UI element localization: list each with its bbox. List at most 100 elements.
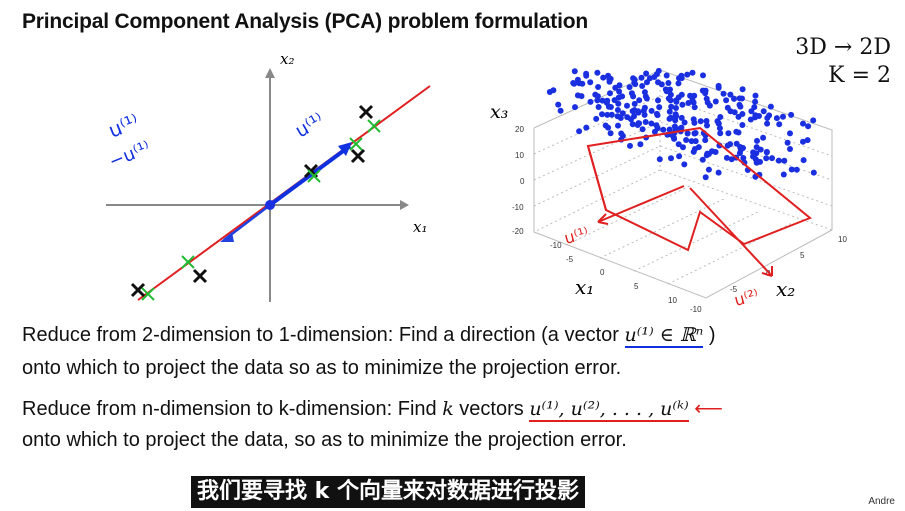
scatter-dot — [640, 107, 647, 114]
scatter-dot — [572, 104, 578, 111]
scatter-dot — [733, 128, 740, 135]
scatter-dot — [648, 107, 655, 114]
scatter-dot — [753, 159, 760, 166]
scatter-dot — [615, 122, 621, 129]
scatter-dot — [673, 97, 680, 104]
scatter-dot — [712, 98, 719, 105]
line3-mid: vectors — [459, 398, 524, 420]
scatter-dot — [800, 138, 806, 145]
scatter-dot — [635, 108, 642, 115]
scatter-dot — [800, 120, 806, 127]
z-tick: -20 — [512, 227, 524, 236]
scatter-dot — [644, 79, 650, 86]
scatter-dot — [678, 114, 685, 121]
scatter-dot — [602, 122, 609, 129]
scatter-dot — [667, 97, 674, 104]
scatter-dot — [571, 68, 578, 75]
plot-2d: x₁ x₂ u⁽¹⁾ u⁽¹⁾ −u⁽¹⁾ — [105, 50, 431, 302]
projected-point — [181, 255, 195, 269]
scatter-dot — [653, 122, 660, 129]
scatter-dot — [702, 174, 709, 181]
scatter-dot — [720, 90, 727, 97]
scatter-dot — [587, 79, 594, 86]
scatter-dot — [760, 134, 767, 141]
scatter-dot — [700, 72, 706, 79]
scatter-dot — [705, 151, 712, 157]
scatter-dot — [612, 84, 619, 91]
u1-annotation-left: u⁽¹⁾ — [105, 109, 142, 143]
x-ticks: -10 -5 0 5 10 — [550, 241, 677, 305]
scatter-dot — [655, 79, 661, 86]
plot-3d: x₃ 20 10 0 -10 -20 -10 -5 0 5 10 -10 -5 … — [490, 67, 847, 314]
scatter-dot — [703, 95, 710, 102]
scatter-dot — [583, 72, 590, 79]
scatter-dot — [787, 130, 793, 137]
scatter-dot — [781, 157, 788, 164]
x-tick: 10 — [668, 296, 677, 305]
scatter-dot — [627, 142, 633, 149]
scatter-dot — [788, 166, 795, 173]
scatter-dot — [689, 69, 696, 76]
x-tick: 0 — [600, 268, 605, 277]
origin-dot — [265, 200, 275, 210]
scatter-dot — [681, 119, 688, 126]
scatter-dot — [546, 89, 553, 95]
dimension-note-line2: K = 2 — [828, 63, 891, 88]
scatter-dot — [595, 84, 602, 90]
scatter-dots — [546, 67, 817, 181]
x2-axis-arrow — [265, 68, 275, 78]
projected-point — [307, 169, 321, 183]
scatter-dot — [614, 107, 621, 113]
scatter-dot — [715, 169, 722, 176]
scatter-dot — [616, 88, 623, 95]
scatter-dot — [629, 121, 636, 128]
figures: x₁ x₂ u⁽¹⁾ u⁽¹⁾ −u⁽¹⁾ — [105, 50, 848, 314]
scatter-dot — [766, 112, 773, 119]
u2-vector-3d — [689, 187, 773, 277]
scatter-dot — [737, 144, 744, 150]
text-line-4: onto which to project the data, so as to… — [22, 429, 627, 451]
scatter-dot — [760, 108, 767, 115]
scatter-dot — [615, 100, 622, 107]
scatter-dot — [740, 155, 747, 161]
scatter-dot — [737, 103, 744, 110]
z-tick: 20 — [515, 125, 524, 134]
scatter-dot — [638, 74, 645, 81]
scatter-dot — [630, 107, 637, 114]
scatter-dot — [600, 74, 607, 81]
scatter-dot — [594, 97, 601, 104]
y-tick: -10 — [690, 305, 702, 314]
line3-prefix: Reduce from n-dimension to k-dimension: … — [22, 398, 437, 420]
scatter-dot — [606, 75, 613, 82]
scatter-dot — [599, 97, 606, 104]
x-tick: 5 — [634, 282, 639, 291]
scatter-dot — [648, 120, 655, 127]
scatter-dot — [587, 98, 594, 105]
red-arrow-icon: ⟵ — [694, 398, 723, 420]
neg-u1-arrowhead — [220, 232, 234, 242]
scatter-dot — [643, 95, 650, 102]
scatter-dot — [787, 146, 793, 152]
x1-axis-arrow — [400, 200, 409, 210]
data-point — [192, 268, 208, 284]
text-line-2: onto which to project the data so as to … — [22, 357, 622, 379]
scatter-dot — [684, 71, 691, 78]
z-tick: 0 — [520, 177, 525, 186]
scatter-dot — [793, 166, 800, 173]
z-tick: 10 — [515, 151, 524, 160]
scatter-dot — [697, 118, 704, 125]
u1-vector — [268, 144, 352, 207]
scatter-dot — [639, 126, 646, 133]
scatter-dot — [685, 100, 692, 106]
scatter-dot — [715, 82, 722, 89]
scatter-dot — [594, 69, 601, 76]
x1-3d-label: x₁ — [575, 275, 594, 299]
u1-vector-3d — [597, 185, 685, 223]
scatter-dot — [723, 97, 730, 104]
line1-math: u⁽¹⁾ ∈ ℝⁿ — [624, 324, 704, 348]
scatter-dot — [666, 108, 673, 115]
x-tick: -10 — [550, 241, 562, 250]
scatter-dot — [666, 126, 673, 133]
scatter-dot — [673, 113, 680, 119]
scatter-dot — [800, 157, 807, 164]
